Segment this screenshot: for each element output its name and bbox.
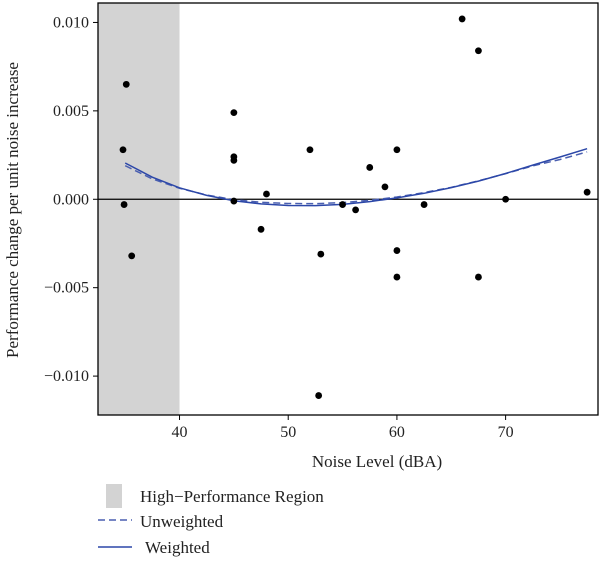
plot-frame — [97, 2, 599, 416]
data-point — [230, 156, 238, 164]
data-point — [128, 252, 136, 260]
data-point — [393, 273, 401, 281]
data-point — [352, 206, 360, 214]
y-tick-label: 0.000 — [53, 191, 89, 208]
high-performance-region — [98, 3, 180, 415]
x-axis-title: Noise Level (dBA) — [312, 452, 442, 471]
data-point — [315, 392, 323, 399]
y-tick-label: 0.010 — [53, 14, 89, 31]
y-tick-label: −0.010 — [44, 368, 89, 385]
data-point — [393, 247, 401, 254]
curve-weighted — [124, 147, 588, 207]
data-point — [583, 188, 591, 196]
x-tick-label: 50 — [280, 424, 296, 441]
legend-label-unweighted: Unweighted — [140, 512, 224, 531]
x-tick-label: 70 — [498, 424, 514, 441]
data-point — [122, 80, 130, 88]
data-point — [119, 146, 127, 154]
data-point — [458, 15, 466, 23]
data-point — [366, 164, 374, 171]
legend-swatch-high-performance-region — [106, 484, 122, 508]
x-tick-label: 60 — [389, 424, 405, 441]
data-point — [420, 201, 428, 208]
data-point — [381, 183, 389, 191]
data-point — [475, 47, 482, 55]
y-tick-label: 0.005 — [53, 103, 89, 120]
data-point — [393, 146, 401, 154]
legend-label-high-performance-region: High−Performance Region — [140, 487, 324, 506]
data-point — [230, 109, 238, 117]
data-point — [475, 273, 482, 281]
data-point — [339, 201, 346, 208]
data-point — [257, 225, 265, 233]
legend: High−Performance Region Unweighted Weigh… — [98, 484, 324, 557]
data-point — [502, 195, 510, 203]
plot-area: 40 50 60 70 −0.010 −0.005 0.000 0.005 0.010 — [44, 2, 599, 441]
legend-label-weighted: Weighted — [145, 538, 210, 557]
data-point — [317, 250, 325, 258]
data-point — [263, 190, 270, 198]
y-tick-label: −0.005 — [44, 280, 89, 297]
data-point — [120, 201, 128, 208]
y-axis-title: Performance change per unit noise increa… — [3, 62, 22, 358]
curve-unweighted — [124, 151, 588, 205]
data-point — [230, 197, 238, 205]
x-tick-label: 40 — [172, 424, 188, 441]
data-point — [306, 146, 314, 154]
